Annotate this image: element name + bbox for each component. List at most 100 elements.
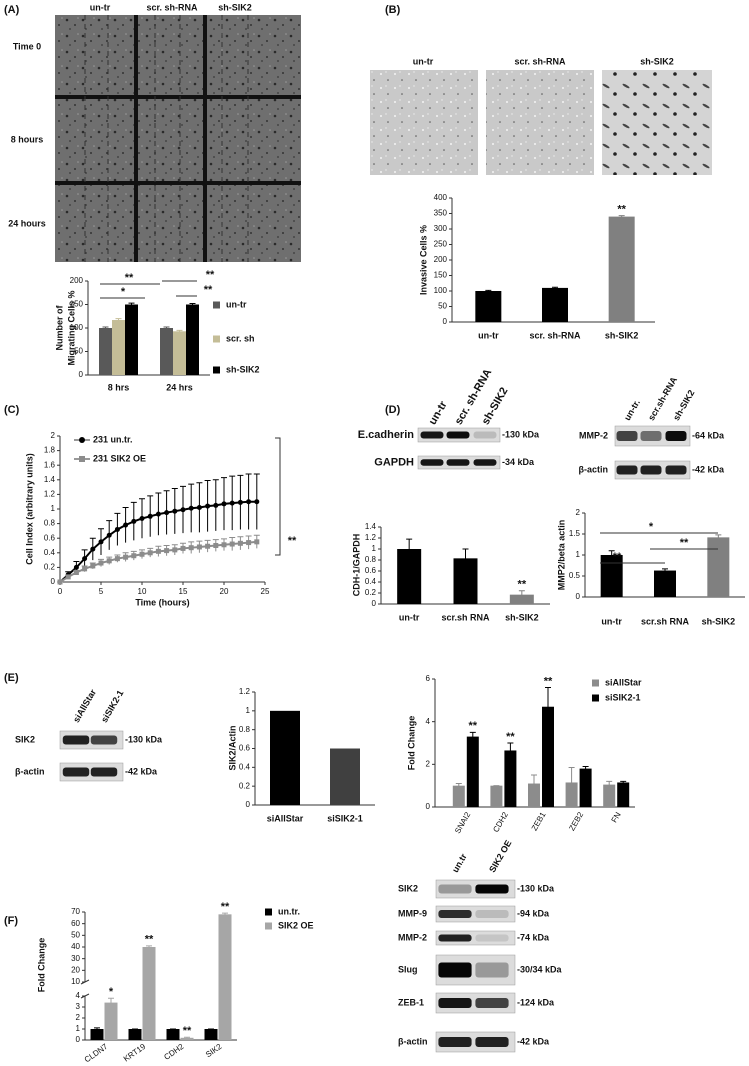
data-point (147, 550, 153, 556)
y-tick-label: 1.2 (365, 533, 377, 542)
x-tick-label: 20 (220, 587, 229, 596)
data-point (98, 560, 104, 566)
panel-label: (A) (4, 4, 20, 16)
significance-label: ** (221, 901, 230, 913)
legend-swatch (265, 908, 272, 916)
lane-label: sh-SIK2 (480, 385, 511, 426)
error-bar (552, 286, 558, 289)
x-tick-label: un-tr (478, 330, 499, 340)
protein-label: MMP-9 (398, 908, 427, 918)
y-tick-label: 0 (76, 1035, 81, 1044)
y-tick-label: 350 (434, 209, 448, 218)
bar (707, 537, 730, 597)
y-tick-label: 0.8 (239, 725, 251, 734)
data-point (196, 544, 202, 550)
bar (128, 1029, 142, 1040)
error-bar (507, 742, 514, 758)
y-tick-label: 30 (71, 954, 80, 963)
bar (218, 914, 232, 1040)
significance-label: ** (680, 537, 689, 549)
blot-band (446, 459, 470, 466)
column-label: scr. sh-RNA (146, 2, 198, 12)
column-label: sh-SIK2 (640, 56, 674, 66)
blot-band (616, 431, 638, 441)
data-point (98, 539, 104, 545)
y-tick-label: 1.8 (44, 446, 56, 455)
y-axis-label: MMP2/beta actin (556, 520, 566, 591)
protein-label: ZEB-1 (398, 997, 424, 1007)
lane-label: siAllStar (71, 687, 98, 724)
size-label: -74 kDa (517, 932, 550, 942)
bar (142, 947, 156, 1040)
bar (542, 287, 568, 322)
x-tick-label: KRT19 (122, 1042, 148, 1064)
data-point (229, 541, 235, 547)
protein-label: Slug (398, 964, 418, 974)
error-bar (128, 302, 135, 306)
panel-label: (F) (4, 915, 18, 927)
x-tick-label: ZEB1 (530, 810, 548, 832)
y-tick-label: 300 (434, 224, 448, 233)
size-label: -34 kDa (502, 457, 535, 467)
y-axis-label: CDH-1/GAPDH (351, 534, 361, 597)
blot-band (665, 431, 687, 441)
y-tick-label: 60 (71, 919, 80, 928)
bar (330, 748, 360, 805)
data-point (196, 505, 202, 511)
data-point (106, 558, 112, 564)
data-point (237, 540, 243, 546)
significance-label: * (121, 286, 126, 298)
y-tick-label: 2 (426, 759, 431, 768)
protein-label: SIK2 (398, 883, 418, 893)
lane-label: un-tr. (622, 398, 642, 422)
y-tick-label: 70 (71, 907, 80, 916)
bar (160, 328, 173, 375)
y-tick-label: 4 (426, 717, 431, 726)
blot-band (475, 962, 509, 978)
lane-label: un-tr (427, 399, 450, 427)
data-point (106, 532, 112, 538)
axis-break (80, 979, 90, 999)
y-tick-label: 4 (76, 991, 81, 1000)
y-tick-label: 1.4 (365, 522, 377, 531)
bar (99, 328, 112, 375)
significance-label: ** (204, 284, 213, 296)
legend-swatch (592, 679, 599, 687)
y-tick-label: 0.2 (365, 588, 377, 597)
significance-label: ** (183, 1025, 192, 1037)
y-tick-label: 40 (71, 942, 80, 951)
data-point (229, 500, 235, 506)
legend-label: un-tr (226, 299, 247, 309)
data-point (131, 553, 137, 559)
error-bar (462, 548, 469, 568)
data-point (82, 556, 88, 562)
y-tick-label: 1 (576, 550, 581, 559)
data-point (254, 539, 260, 545)
data-point (164, 548, 170, 554)
protein-label: GAPDH (374, 456, 414, 468)
legend-label: siSIK2-1 (605, 692, 641, 702)
legend-swatch (213, 301, 220, 309)
data-point (254, 499, 260, 505)
bar (579, 768, 592, 807)
blot-band (420, 459, 444, 466)
y-tick-label: 400 (434, 193, 448, 202)
bar (528, 783, 540, 807)
significance-label: ** (617, 204, 626, 216)
protein-label: MMP-2 (579, 430, 608, 440)
x-tick-label: scr.sh RNA (641, 616, 690, 626)
x-tick-label: sh-SIK2 (702, 616, 736, 626)
significance-bracket (275, 437, 281, 556)
data-point (213, 502, 219, 508)
blot-band (475, 998, 509, 1008)
y-tick-label: 0.8 (365, 555, 377, 564)
blot-band (420, 431, 444, 439)
legend-label: SIK2 OE (278, 920, 314, 930)
error-bar (518, 590, 525, 599)
y-axis-label: Invasive Cells % (418, 225, 428, 295)
panel-label: (D) (385, 404, 401, 416)
error-bar (94, 1027, 100, 1031)
y-axis-label: SIK2/Actin (227, 725, 237, 770)
size-label: -130 kDa (125, 734, 163, 744)
significance-label: * (109, 986, 114, 998)
